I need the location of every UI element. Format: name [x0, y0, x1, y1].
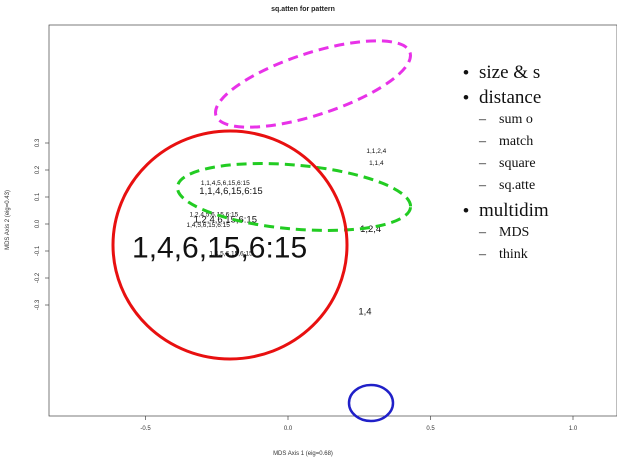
sub-bullet-item: sum o — [463, 112, 617, 134]
bullet-item: distance — [463, 87, 617, 112]
point-label: 1,4,5,6,15,6:15 — [209, 250, 253, 257]
data-labels: 1,1,2,4 1,1,4 1,1,4,5,6,15,6:151,1,4,6,15,… — [132, 148, 387, 317]
point-label: 1,1,4,6,15,6:15 — [199, 186, 262, 197]
point-label: 1,4,5,6,15,6:15 — [187, 222, 231, 229]
x-tick-label: 0.0 — [284, 426, 293, 432]
chart-title: sq.atten for pattern — [271, 6, 335, 13]
point-label: 1,1,4 — [369, 160, 384, 167]
y-tick-label: -0.2 — [35, 272, 41, 283]
y-tick-label: -0.3 — [35, 299, 41, 310]
y-tick-label: 0.3 — [35, 138, 41, 147]
point-label: 1,4 — [358, 306, 371, 317]
y-tick-label: 0.0 — [35, 219, 41, 228]
x-axis-label: MDS Axis 1 (eig=0.68) — [273, 451, 333, 457]
highlight-shapes — [111, 39, 413, 423]
sub-bullet-item: think — [463, 247, 617, 269]
y-tick-label: 0.1 — [35, 192, 41, 201]
sub-bullet-item: sq.atte — [463, 178, 617, 200]
highlight-circle — [111, 129, 349, 361]
highlight-ellipse — [214, 39, 412, 129]
point-label: 1,4,6,15,6:15 — [132, 232, 307, 265]
x-tick-label: 1.0 — [569, 426, 578, 432]
point-label: 1,2,4,6,15,6:15 — [194, 214, 257, 225]
bullet-item: multidim — [463, 200, 617, 225]
y-tick-label: -0.1 — [35, 245, 41, 256]
point-label: 1,2,4 — [360, 224, 381, 235]
x-tick-label: 0.5 — [426, 426, 435, 432]
sub-bullet-item: square — [463, 156, 617, 178]
point-label: 1,1,4,5,6,15,6:15 — [201, 180, 250, 187]
highlight-ellipse — [175, 162, 413, 232]
highlight-circle — [347, 383, 395, 423]
x-tick-label: -0.5 — [140, 426, 151, 432]
y-axis-label: MDS Axis 2 (eig=0.43) — [5, 190, 11, 250]
y-axis: -0.3 -0.2 -0.1 0.0 0.1 0.2 0.3 — [35, 138, 49, 310]
plot-frame — [48, 24, 617, 417]
bullet-list: size & s distance sum o match square sq.… — [463, 62, 617, 269]
sub-bullet-item: match — [463, 134, 617, 156]
sub-bullet-item: MDS — [463, 225, 617, 247]
bullet-item: size & s — [463, 62, 617, 87]
point-label: 1,1,2,4 — [366, 148, 386, 155]
y-tick-label: 0.2 — [35, 165, 41, 174]
x-axis: -0.5 0.0 0.5 1.0 — [140, 416, 578, 432]
point-label: 1,2,4,5,6,15,6:15 — [190, 211, 239, 218]
